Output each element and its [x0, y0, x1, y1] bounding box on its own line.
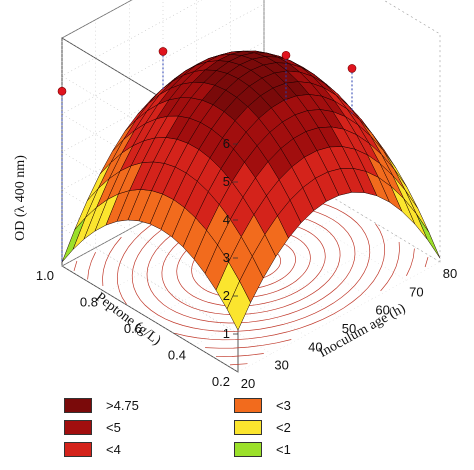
- legend-label: <3: [276, 398, 291, 413]
- y-tick-label: 1.0: [36, 268, 54, 283]
- x-tick-label: 40: [308, 339, 322, 354]
- x-tick-label: 50: [342, 321, 356, 336]
- legend-item: <2: [234, 420, 291, 435]
- axis-ticks: 1 2 3 4 5 6 20 30 40 50 60 70 80 0.2 0.4 0.6 0.8 1.0: [36, 136, 457, 391]
- contour-line: [406, 248, 415, 276]
- legend-item: <1: [234, 442, 291, 457]
- legend-label: <1: [276, 442, 291, 457]
- y-tick-label: 0.4: [168, 348, 186, 363]
- observed-point-2: [158, 47, 168, 56]
- y-axis-title: Peptone (g/L): [93, 290, 164, 349]
- legend-label: >4.75: [106, 398, 139, 413]
- contour-line: [87, 252, 96, 280]
- x-tick-label: 20: [241, 376, 255, 391]
- legend: >4.75 <5 <4 <3 <2 <1: [64, 398, 424, 464]
- legend-swatch: [64, 420, 92, 435]
- response-surface: [61, 50, 441, 331]
- legend-swatch: [234, 420, 262, 435]
- x-tick-label: 30: [274, 358, 288, 373]
- contour-line: [102, 236, 122, 287]
- z-tick-label: 5: [223, 174, 230, 189]
- legend-label: <4: [106, 442, 121, 457]
- z-tick-label: 4: [223, 212, 230, 227]
- x-tick-label: 70: [409, 284, 423, 299]
- contour-line: [229, 363, 248, 366]
- legend-item: >4.75: [64, 398, 139, 413]
- y-tick-label: 0.6: [124, 321, 142, 336]
- legend-label: <5: [106, 420, 121, 435]
- contour-line: [424, 257, 429, 268]
- legend-item: <5: [64, 420, 121, 435]
- x-tick-label: 60: [375, 303, 389, 318]
- observed-point-3: [347, 64, 357, 73]
- legend-swatch: [64, 442, 92, 457]
- legend-swatch: [234, 442, 262, 457]
- observed-points: [57, 47, 357, 263]
- y-tick-label: 0.2: [212, 374, 230, 389]
- z-tick-label: 2: [223, 288, 230, 303]
- legend-label: <2: [276, 420, 291, 435]
- surface-cell: [416, 213, 441, 259]
- y-tick-label: 0.8: [80, 295, 98, 310]
- contour-line: [73, 260, 78, 271]
- x-axis-title: Inoculum age (h): [317, 301, 409, 361]
- x-tick-label: 80: [443, 266, 457, 281]
- observed-point-4: [281, 50, 291, 60]
- z-tick-label: 1: [223, 326, 230, 341]
- contour-line: [215, 353, 264, 358]
- contour-line: [205, 339, 292, 349]
- wall-gridline: [61, 117, 265, 335]
- z-axis-title: OD (λ 400 nm): [13, 155, 28, 241]
- z-tick-label: 3: [223, 250, 230, 265]
- contour-line: [380, 241, 400, 292]
- contour-line: [174, 223, 386, 341]
- legend-swatch: [234, 398, 262, 413]
- legend-item: <4: [64, 442, 121, 457]
- legend-item: <3: [234, 398, 291, 413]
- legend-swatch: [64, 398, 92, 413]
- z-tick-label: 6: [223, 136, 230, 151]
- chart-surface-plot: 1 2 3 4 5 6 20 30 40 50 60 70 80 0.2 0.4 0.6 0.8 1.0 OD (…: [13, 0, 457, 391]
- observed-point-1: [57, 86, 67, 96]
